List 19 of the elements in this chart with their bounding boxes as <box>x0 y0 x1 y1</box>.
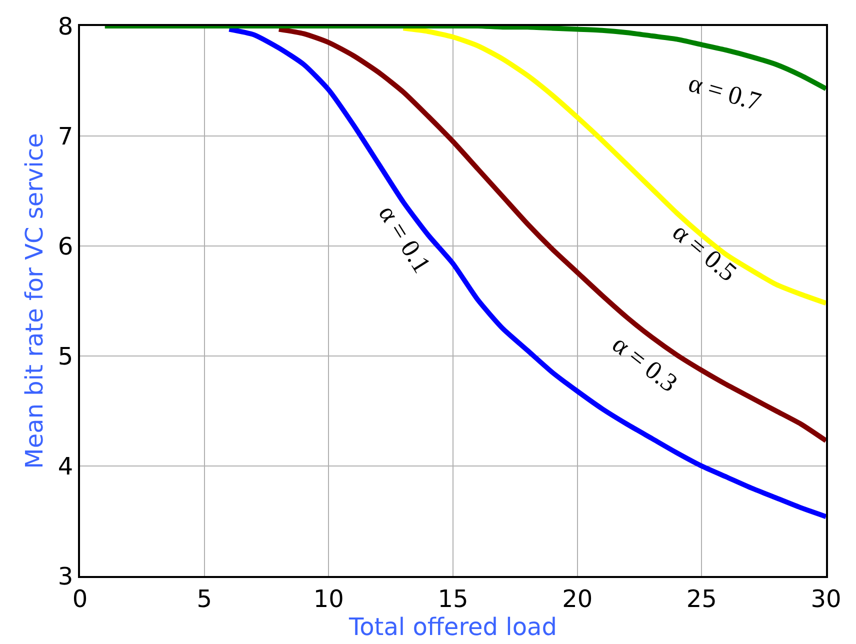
y-tick-label: 4 <box>58 452 74 480</box>
y-axis-title: Mean bit rate for VC service <box>20 133 49 469</box>
x-tick-label: 25 <box>686 584 717 613</box>
x-tick-label: 10 <box>313 584 344 613</box>
x-tick-label: 15 <box>438 584 468 613</box>
y-tick-label: 5 <box>58 342 74 370</box>
y-tick-label: 8 <box>58 12 74 40</box>
x-tick-label: 0 <box>72 584 88 613</box>
annotation: α = 0.1 <box>372 200 437 278</box>
y-tick-label: 3 <box>58 562 74 590</box>
x-tick-label: 20 <box>562 584 593 613</box>
annotation: α = 0.7 <box>685 68 764 116</box>
y-tick-label: 6 <box>58 232 74 260</box>
x-axis-title: Total offered load <box>348 612 557 641</box>
annotation: α = 0.3 <box>606 330 683 398</box>
y-tick-label: 7 <box>58 122 74 150</box>
annotation: α = 0.5 <box>667 217 742 288</box>
x-tick-label: 5 <box>196 584 212 613</box>
x-tick-label: 30 <box>810 584 842 613</box>
